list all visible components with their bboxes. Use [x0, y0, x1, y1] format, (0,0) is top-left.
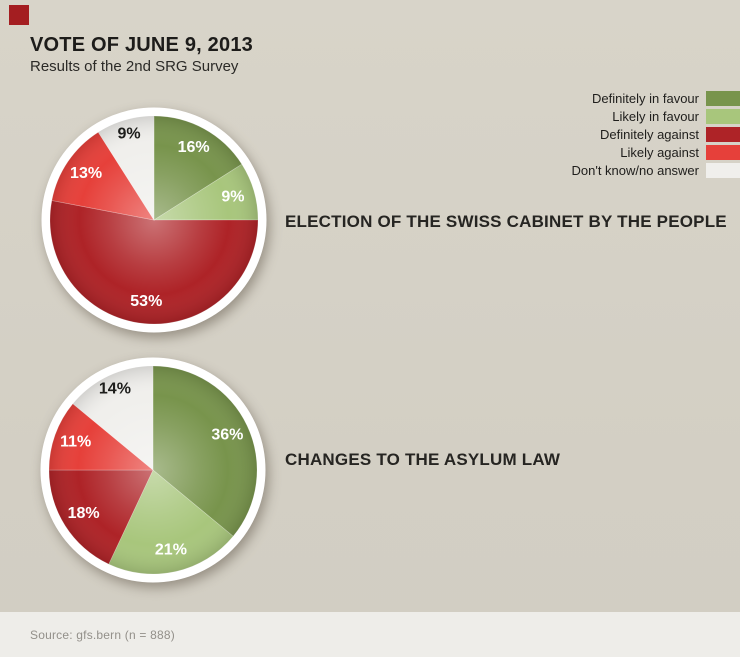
legend-item-label: Likely against — [620, 145, 699, 160]
pie-chart-cabinet-election: 16% 9% 53% 13% 9% — [24, 90, 284, 350]
page-title: VOTE OF JUNE 9, 2013 — [30, 34, 253, 56]
pie-gloss-overlay — [49, 366, 257, 574]
source-note: Source: gfs.bern (n = 888) — [30, 627, 175, 642]
pie-slice-percentage-label: 11% — [60, 433, 91, 450]
pie-gloss-overlay — [50, 116, 258, 324]
legend-item-label: Likely in favour — [612, 109, 699, 124]
pie-slice-percentage-label: 16% — [178, 139, 210, 156]
pie-slice-percentage-label: 21% — [155, 541, 187, 558]
legend-item-label: Definitely in favour — [592, 91, 699, 106]
legend-item: Definitely against — [572, 127, 740, 142]
legend-color-swatch — [706, 163, 740, 178]
pie-chart-asylum-law: 36% 21% 18% 11% 14% — [23, 340, 283, 600]
srf-logo-square — [9, 5, 29, 25]
legend-color-swatch — [706, 109, 740, 124]
legend-item: Don't know/no answer — [572, 163, 740, 178]
page-subtitle: Results of the 2nd SRG Survey — [30, 58, 239, 75]
legend-item-label: Don't know/no answer — [571, 163, 700, 178]
footer-bar: Source: gfs.bern (n = 888) — [0, 612, 740, 657]
legend-color-swatch — [706, 91, 740, 106]
chart-caption-cabinet-election: ELECTION OF THE SWISS CABINET BY THE PEO… — [285, 212, 727, 231]
legend-color-swatch — [706, 145, 740, 160]
pie-slice-percentage-label: 53% — [130, 293, 162, 310]
legend-item-label: Definitely against — [600, 127, 699, 142]
pie-slice-percentage-label: 14% — [99, 380, 131, 397]
pie-slice-percentage-label: 18% — [68, 505, 100, 522]
legend-item: Likely against — [572, 145, 740, 160]
legend-item: Definitely in favour — [572, 91, 740, 106]
legend-item: Likely in favour — [572, 109, 740, 124]
legend-color-swatch — [706, 127, 740, 142]
legend: Definitely in favour Likely in favour Defi… — [572, 91, 740, 178]
pie-slice-percentage-label: 9% — [221, 188, 244, 205]
pie-slice-percentage-label: 36% — [211, 426, 243, 443]
pie-slice-percentage-label: 9% — [117, 125, 140, 142]
pie-slice-percentage-label: 13% — [70, 165, 102, 182]
chart-caption-asylum-law: CHANGES TO THE ASYLUM LAW — [285, 450, 561, 469]
